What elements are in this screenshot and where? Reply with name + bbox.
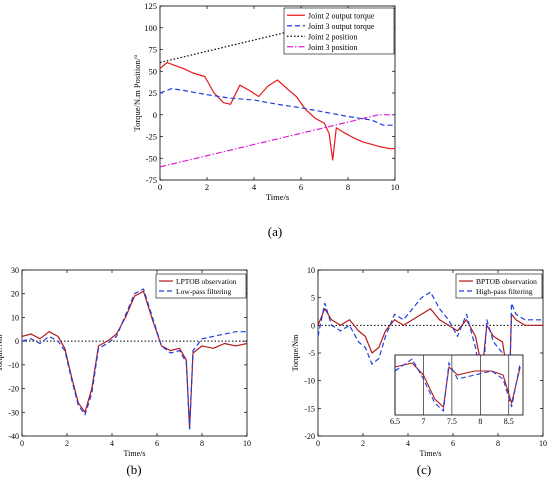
y-tick-label: 10: [11, 313, 19, 322]
y-tick-label: 20: [11, 290, 19, 299]
x-tick-label: 2: [65, 439, 69, 448]
x-tick-label: 8: [200, 439, 204, 448]
y-tick-label: -50: [146, 153, 157, 163]
y-tick-label: 125: [144, 1, 157, 11]
y-tick-label: -30: [8, 408, 19, 417]
panel-label-a: (a): [268, 224, 282, 239]
y-tick-label: 0: [15, 337, 19, 346]
y-tick-label: -20: [304, 432, 315, 441]
x-tick-label: 10: [539, 439, 547, 448]
inset-tick-label: 8.5: [504, 417, 514, 426]
y-tick-label: 25: [149, 88, 158, 98]
x-tick-label: 10: [243, 439, 251, 448]
x-tick-label: 6: [299, 182, 303, 192]
y-axis-label: Torque/Nm: [0, 334, 4, 372]
legend-label-1: BPTOB observation: [476, 277, 537, 286]
series-line-4: [159, 114, 395, 168]
y-tick-label: -5: [308, 349, 315, 358]
x-tick-label: 8: [346, 182, 350, 192]
y-axis-label: Torque/Nm: [291, 334, 300, 372]
y-tick-label: 30: [11, 266, 19, 275]
y-tick-label: 100: [144, 23, 157, 33]
inset-tick-label: 7.5: [447, 417, 457, 426]
y-tick-label: -20: [8, 385, 19, 394]
x-tick-label: 0: [158, 182, 162, 192]
y-tick-label: 10: [307, 266, 315, 275]
series-line-2: [159, 88, 395, 126]
legend-label-1: LPTOB observation: [176, 277, 237, 286]
y-tick-label: -10: [304, 377, 315, 386]
inset-tick-label: 8: [478, 417, 482, 426]
y-tick-label: 50: [149, 66, 158, 76]
series-line-2: [21, 288, 247, 430]
legend-label-2: Joint 3 output torque: [308, 22, 375, 31]
x-axis-label: Time/s: [124, 449, 146, 458]
y-tick-label: -15: [304, 404, 315, 413]
x-tick-label: 8: [496, 439, 500, 448]
x-tick-label: 10: [391, 182, 400, 192]
panel-label-b: (b): [126, 462, 141, 477]
plot-frame: [21, 269, 248, 437]
panel-c: 0 2 4 6 8 10 -20 -15 -10 -5 0 5 10 Time/s Torque/Nm 6.5…: [291, 266, 547, 458]
inset-tick-label: 7: [421, 417, 425, 426]
y-tick-label: 5: [311, 294, 315, 303]
x-tick-label: 4: [406, 439, 410, 448]
legend-label-2: High-pass filtering: [476, 287, 533, 296]
y-tick-label: 0: [153, 110, 157, 120]
x-tick-label: 4: [252, 182, 257, 192]
series-line-1: [21, 290, 248, 430]
y-axis-label: Torque/N.m Position/°: [132, 55, 142, 132]
x-axis-label: Time/s: [420, 449, 442, 458]
x-tick-label: 2: [361, 439, 365, 448]
legend-label-4: Joint 3 position: [308, 43, 357, 52]
legend-label-1: Joint 2 output torque: [308, 11, 375, 20]
series-line-1: [159, 61, 395, 161]
legend-label-3: Joint 2 position: [308, 32, 357, 41]
x-tick-label: 6: [451, 439, 455, 448]
inset-series-line-2: [394, 358, 521, 413]
inset-frame: [394, 354, 524, 416]
x-tick-label: 0: [20, 439, 24, 448]
inset-tick-label: 6.5: [390, 417, 400, 426]
y-tick-label: -25: [146, 132, 157, 142]
legend-box: [155, 273, 247, 299]
panel-b: 0 2 4 6 8 10 -40 -30 -20 -10 0 10 20 30 Time/s Torque/N…: [0, 266, 251, 458]
y-tick-label: 75: [149, 45, 158, 55]
x-tick-label: 0: [316, 439, 320, 448]
y-tick-label: -75: [146, 175, 157, 185]
x-tick-label: 6: [155, 439, 159, 448]
panel-label-c: (c): [417, 462, 431, 477]
legend-box: [455, 273, 543, 299]
y-tick-label: -40: [8, 432, 19, 441]
legend-label-2: Low-pass filtering: [176, 287, 231, 296]
x-tick-label: 2: [205, 182, 209, 192]
panel-a: 0 2 4 6 8 10 -75 -50 -25 0 25 50 75 100 125 Time/s Torqu…: [132, 1, 399, 202]
x-axis-label: Time/s: [266, 192, 289, 202]
x-tick-label: 4: [110, 439, 114, 448]
y-tick-label: 0: [311, 321, 315, 330]
y-tick-label: -10: [8, 361, 19, 370]
